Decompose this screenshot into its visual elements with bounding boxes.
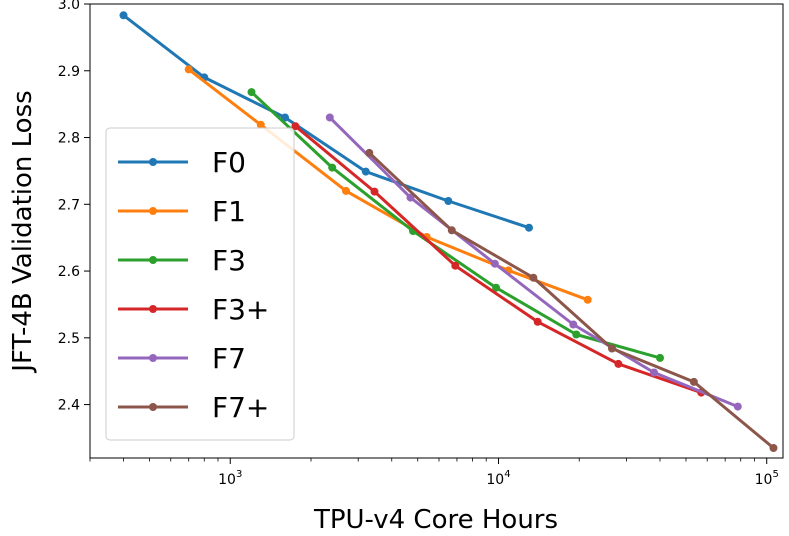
data-point [325,113,334,122]
y-tick-label: 2.6 [58,264,80,280]
legend-label: F7 [212,342,246,375]
series-line [293,124,703,395]
data-point [256,120,265,129]
data-point [281,113,289,122]
data-point [492,283,501,292]
y-axis-title: JFT-4B Validation Loss [8,90,38,373]
data-point [689,377,698,386]
x-tick-label: 105 [755,469,779,488]
legend-swatch-marker [149,256,157,264]
x-axis-title: TPU-v4 Core Hours [313,505,558,535]
legend-swatch-marker [149,403,157,411]
data-point [184,65,193,74]
series-line [187,67,590,302]
legend-swatch-marker [149,305,157,313]
data-point [406,193,415,202]
data-point [614,359,623,368]
data-point [769,444,778,452]
series-f7 [325,113,742,411]
data-point [733,402,742,411]
x-tick-label: 103 [218,469,242,488]
y-tick-label: 2.8 [58,131,80,147]
legend-label: F7+ [212,391,269,424]
series-f3 [247,88,664,362]
y-tick-label: 2.5 [58,331,80,347]
data-point [451,261,460,270]
data-point [583,295,592,304]
data-point [365,148,374,157]
data-point [247,88,256,97]
data-point [569,320,578,329]
data-point [361,167,370,176]
series-line [250,90,662,360]
series-line [367,151,775,450]
y-tick-label: 3.0 [58,0,80,13]
data-point [650,368,658,377]
series-layer [119,11,778,452]
legend: F0 F1 F3 F3+ F7 F7+ [105,127,295,441]
data-point [291,122,300,131]
legend-swatch-marker [149,207,157,215]
data-point [119,11,128,20]
x-tick-label: 104 [486,469,510,488]
legend-label: F3 [212,244,246,277]
data-point [447,226,456,235]
y-tick-label: 2.7 [58,197,80,213]
legend-label: F3+ [212,293,269,326]
data-point [525,223,533,232]
series-line [328,116,740,409]
tick-group: 2.4 2.5 2.6 2.7 2.8 2.9 3.0 103 104 105 [58,0,779,488]
data-point [533,317,542,326]
legend-swatch-marker [149,354,157,362]
data-point [342,186,350,195]
data-point [529,273,538,282]
data-point [572,330,581,339]
data-point [370,187,379,196]
series-f1 [184,65,592,304]
data-point [328,163,337,172]
data-point [608,344,616,353]
legend-swatch-marker [149,158,157,166]
y-tick-label: 2.9 [58,64,80,80]
y-tick-label: 2.4 [58,398,80,414]
series-f7-plus [365,148,778,452]
legend-label: F1 [212,195,246,228]
data-point [444,197,453,205]
legend-label: F0 [212,146,246,179]
data-point [656,353,664,362]
data-point [490,259,499,268]
